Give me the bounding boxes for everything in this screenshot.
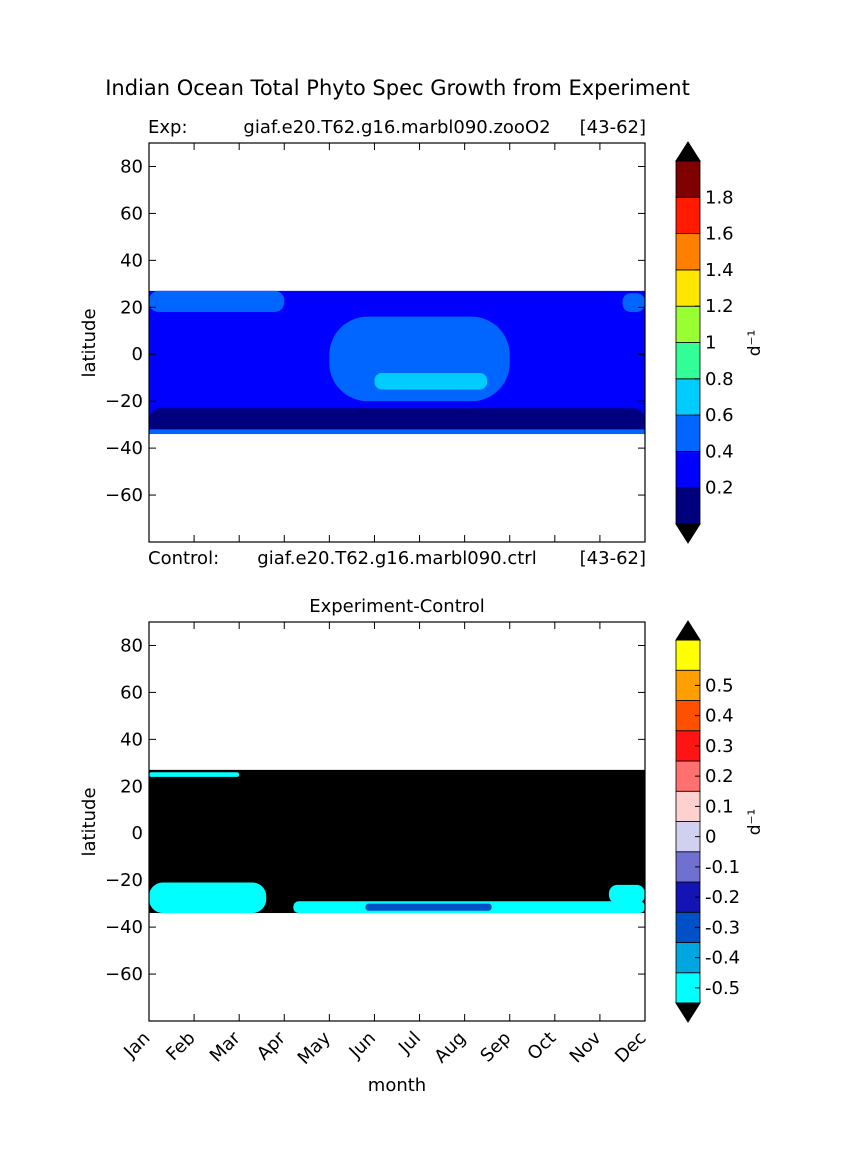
- difference-title: Experiment-Control: [309, 596, 485, 617]
- difference-plot-frame: [148, 621, 646, 1022]
- colorbar-segment: [675, 669, 701, 701]
- x-tick-label: Jun: [345, 1028, 380, 1063]
- colorbar-tick-label: 1.2: [705, 296, 734, 317]
- x-tick-label: May: [294, 1027, 335, 1068]
- colorbar-segment: [675, 160, 701, 198]
- colorbar-under-arrow: [675, 523, 701, 544]
- colorbar-tick-label: 1.4: [705, 260, 734, 281]
- colorbar-tick-label: 1: [705, 333, 716, 354]
- colorbar-segment: [675, 414, 701, 452]
- y-tick-label: −40: [105, 917, 143, 938]
- y-tick-label: 40: [120, 729, 143, 750]
- colorbar-tick-label: -0.5: [705, 978, 740, 999]
- y-tick-label: −20: [105, 391, 143, 412]
- difference-colorbar: -0.5 -0.4 -0.3 -0.2 -0.1 0 0.1 0.2 0.3 0.4 0.5: [675, 620, 740, 1023]
- experiment-colorbar: 0.2 0.4 0.6 0.8 1 1.2 1.4 1.6 1.8: [675, 141, 734, 544]
- colorbar-tick-label: 0.1: [705, 796, 734, 817]
- x-tick-label: Jan: [119, 1028, 154, 1063]
- colorbar-segment: [675, 342, 701, 380]
- field-patch: [365, 903, 492, 911]
- y-tick-label: −20: [105, 870, 143, 891]
- colorbar-segment: [675, 450, 701, 489]
- difference-ylabel: latitude: [79, 787, 100, 856]
- difference-colorbar-label: d⁻¹: [745, 809, 765, 836]
- y-tick-label: 20: [120, 297, 143, 318]
- experiment-y-axis: −60 −40 −20 0 20 40 60 80: [105, 156, 645, 506]
- colorbar-tick-label: 0.8: [705, 369, 734, 390]
- colorbar-tick-label: 0.6: [705, 405, 734, 426]
- x-tick-label: Oct: [523, 1028, 560, 1065]
- colorbar-under-arrow: [675, 1002, 701, 1023]
- experiment-plot-frame: [148, 142, 646, 543]
- y-tick-label: 0: [132, 823, 143, 844]
- colorbar-segment: [675, 269, 701, 307]
- difference-panel: Experiment-Control −60 −40 −20 0 20 40 60 80 Ja…: [79, 596, 765, 1096]
- colorbar-tick-label: -0.1: [705, 857, 740, 878]
- y-tick-label: 40: [120, 250, 143, 271]
- colorbar-segment: [675, 730, 701, 762]
- experiment-field: [149, 290, 645, 435]
- colorbar-tick-label: 0: [705, 827, 716, 848]
- colorbar-segment: [675, 305, 701, 343]
- ctrl-footer-left: Control:: [148, 548, 219, 569]
- exp-header-left: Exp:: [148, 117, 188, 138]
- colorbar-tick-label: 0.4: [705, 441, 734, 462]
- experiment-colorbar-label: d⁻¹: [745, 330, 765, 357]
- colorbar-tick-label: 0.3: [705, 736, 734, 757]
- field-patch: [149, 882, 267, 914]
- colorbar-tick-label: 1.6: [705, 224, 734, 245]
- difference-xlabel: month: [368, 1075, 426, 1096]
- x-tick-label: Aug: [430, 1028, 470, 1068]
- ctrl-footer-center: giaf.e20.T62.g16.marbl090.ctrl: [257, 548, 536, 569]
- x-tick-label: Feb: [162, 1028, 199, 1065]
- colorbar-segment: [675, 378, 701, 416]
- x-tick-label: Jul: [394, 1028, 425, 1059]
- y-tick-label: 0: [132, 344, 143, 365]
- field-patch: [149, 772, 240, 777]
- colorbar-tick-label: 1.8: [705, 187, 734, 208]
- x-tick-label: Sep: [476, 1028, 515, 1067]
- colorbar-segment: [675, 639, 701, 671]
- exp-header-center: giaf.e20.T62.g16.marbl090.zooO2: [243, 117, 550, 138]
- field-patch: [622, 293, 645, 312]
- y-tick-label: 60: [120, 682, 143, 703]
- exp-header-right: [43-62]: [580, 117, 646, 138]
- x-tick-label: Dec: [611, 1028, 650, 1067]
- field-patch: [149, 290, 285, 312]
- y-tick-label: 80: [120, 156, 143, 177]
- experiment-ylabel: latitude: [79, 308, 100, 377]
- colorbar-tick-label: 0.2: [705, 766, 734, 787]
- experiment-x-ticks: [148, 143, 646, 542]
- colorbar-over-arrow: [675, 141, 701, 162]
- difference-field: [149, 769, 645, 914]
- field-patch: [149, 429, 645, 435]
- colorbar-tick-label: -0.3: [705, 917, 740, 938]
- colorbar-segment: [675, 487, 701, 525]
- experiment-panel: Exp: giaf.e20.T62.g16.marbl090.zooO2 [43…: [79, 117, 765, 569]
- x-tick-label: Apr: [253, 1027, 290, 1064]
- colorbar-tick-label: -0.2: [705, 887, 740, 908]
- colorbar-tick-label: 0.2: [705, 478, 734, 499]
- y-tick-label: −60: [105, 964, 143, 985]
- figure-title: Indian Ocean Total Phyto Spec Growth fro…: [105, 76, 690, 100]
- colorbar-segment: [675, 196, 701, 235]
- x-tick-label: Mar: [206, 1027, 245, 1066]
- colorbar-segment: [675, 233, 701, 271]
- colorbar-over-arrow: [675, 620, 701, 641]
- field-patch: [149, 408, 645, 435]
- colorbar-tick-label: -0.4: [705, 948, 740, 969]
- field-patch: [374, 373, 488, 390]
- x-tick-label: Nov: [566, 1027, 606, 1067]
- y-tick-label: 60: [120, 203, 143, 224]
- ctrl-footer-right: [43-62]: [580, 548, 646, 569]
- y-tick-label: 80: [120, 635, 143, 656]
- colorbar-tick-label: 0.4: [705, 706, 734, 727]
- y-tick-label: −40: [105, 438, 143, 459]
- colorbar-tick-label: 0.5: [705, 675, 734, 696]
- field-patch: [608, 884, 645, 904]
- difference-y-axis: −60 −40 −20 0 20 40 60 80: [105, 635, 645, 985]
- y-tick-label: −60: [105, 485, 143, 506]
- y-tick-label: 20: [120, 776, 143, 797]
